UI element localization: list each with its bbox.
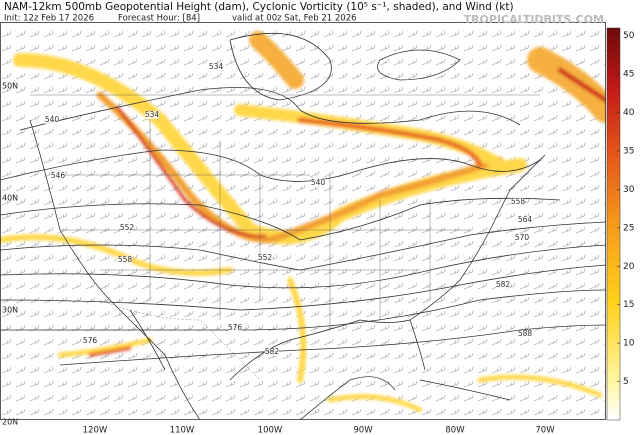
- contour-label: 540: [311, 178, 326, 187]
- contour-label: 558: [118, 255, 133, 264]
- contour-label-bg: [496, 281, 510, 289]
- contour-label: 552: [258, 253, 273, 262]
- contour-label: 534: [209, 62, 224, 71]
- contour-label-bg: [51, 172, 65, 180]
- longitude-label: 70W: [535, 426, 555, 435]
- labels: 5 10 15 20 25 30 35 40 45 50 50N 40N 30N 20N 120W 110W 1…: [2, 31, 635, 435]
- site-name: TROPICALTIDBITS.COM: [464, 13, 604, 26]
- contour-label-bg: [518, 216, 532, 224]
- colorbar-tick-label: 25: [623, 223, 634, 233]
- contour-label: 540: [45, 115, 60, 124]
- contour-label: 534: [145, 110, 160, 119]
- colorbar-tick-label: 5: [623, 377, 629, 387]
- contour-label-bg: [83, 337, 97, 345]
- contour-label-bg: [511, 198, 525, 206]
- contour-label-bg: [118, 256, 132, 264]
- colorbar-tick-label: 40: [623, 108, 635, 118]
- contour-label: 576: [83, 336, 98, 345]
- contour-label-bg: [145, 111, 159, 119]
- valid-time: valid at 00z Sat, Feb 21 2026: [232, 14, 357, 24]
- map: [0, 22, 606, 420]
- longitude-label: 80W: [445, 426, 465, 435]
- longitude-label: 90W: [353, 426, 373, 435]
- contour-label: 582: [496, 280, 511, 289]
- contour-label-bg: [228, 324, 242, 332]
- colorbar-tick-label: 10: [623, 339, 635, 349]
- contour-label: 570: [515, 233, 530, 242]
- longitude-label: 100W: [258, 426, 283, 435]
- colorbar-tick-label: 15: [623, 300, 634, 310]
- latitude-label: 20N: [2, 418, 18, 427]
- title: NAM-12km 500mb Geopotential Height (dam)…: [4, 1, 514, 13]
- contour-label-bg: [265, 348, 279, 356]
- contour-label-bg: [515, 234, 529, 242]
- contour-label: 582: [265, 347, 280, 356]
- contour-label: 588: [518, 329, 533, 338]
- colorbar-tick-label: 45: [623, 70, 634, 80]
- contour-label-bg: [120, 224, 134, 232]
- colorbar-tick-label: 30: [623, 185, 635, 195]
- contour-label: 546: [51, 171, 66, 180]
- contour-label: 552: [120, 223, 135, 232]
- latitude-label: 50N: [2, 82, 18, 91]
- colorbar-tick-label: 20: [623, 262, 635, 272]
- colorbar-tick-label: 35: [623, 146, 634, 156]
- colorbar-tick-label: 50: [623, 31, 635, 41]
- contour-label: 564: [518, 215, 533, 224]
- contour-label-bg: [518, 330, 532, 338]
- longitude-label: 120W: [83, 426, 108, 435]
- contour-label-bg: [258, 254, 272, 262]
- latitude-label: 30N: [2, 306, 18, 315]
- contour-label: 558: [511, 197, 526, 206]
- longitude-label: 110W: [170, 426, 195, 435]
- contour-label-bg: [209, 63, 223, 71]
- init-time: Init: 12z Feb 17 2026: [4, 14, 94, 24]
- map-frame: [0, 22, 606, 420]
- colorbar: [606, 27, 621, 421]
- contour-label-bg: [45, 116, 59, 124]
- contour-label: 576: [228, 323, 243, 332]
- contour-label-bg: [311, 179, 325, 187]
- forecast-hour: Forecast Hour: [84]: [118, 14, 200, 24]
- latitude-label: 40N: [2, 194, 18, 203]
